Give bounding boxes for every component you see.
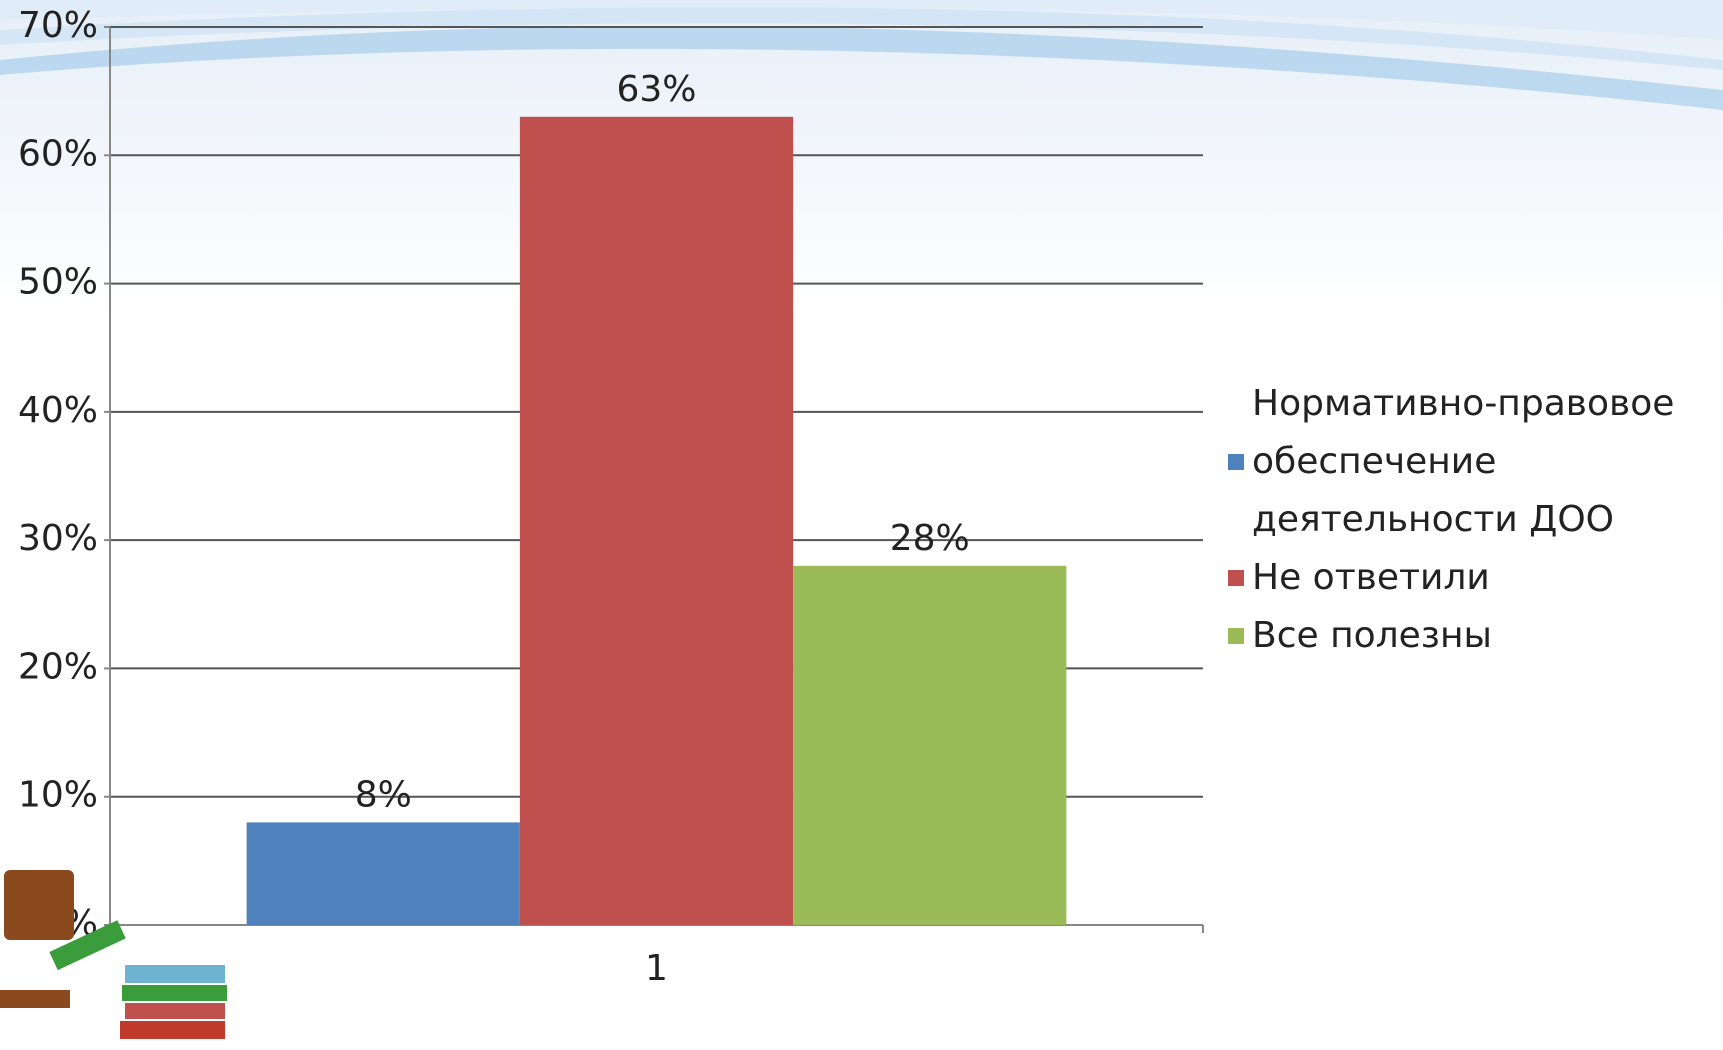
legend-item: Не ответили — [1228, 549, 1718, 607]
legend-label: Все полезны — [1252, 615, 1492, 656]
bar — [246, 822, 520, 925]
bar — [793, 565, 1067, 925]
legend-item: Все полезны — [1228, 607, 1718, 665]
y-tick-label: 40% — [18, 390, 98, 431]
data-label: 63% — [616, 69, 696, 110]
y-tick-label: 50% — [18, 262, 98, 303]
y-tick-label: 60% — [18, 133, 98, 174]
plot-area: 0%10%20%30%40%50%60%70%18%63%28% — [18, 5, 1204, 989]
legend-item: Нормативно-правовое обеспечение деятельн… — [1228, 375, 1718, 549]
y-tick-label: 70% — [18, 5, 98, 46]
legend: Нормативно-правовое обеспечение деятельн… — [1228, 375, 1718, 665]
clipart-books — [0, 870, 227, 1039]
legend-label: Нормативно-правовое обеспечение деятельн… — [1252, 383, 1675, 540]
y-tick-label: 20% — [18, 646, 98, 687]
legend-swatch — [1228, 570, 1244, 586]
data-label: 28% — [890, 518, 970, 559]
y-tick-label: 10% — [18, 775, 98, 816]
y-tick-label: 30% — [18, 518, 98, 559]
bar — [519, 116, 794, 926]
x-tick-label: 1 — [645, 948, 668, 989]
legend-label: Не ответили — [1252, 557, 1490, 598]
background-swoosh — [0, 0, 1723, 110]
legend-swatch — [1228, 628, 1244, 644]
legend-swatch — [1228, 454, 1244, 470]
data-label: 8% — [355, 774, 412, 815]
